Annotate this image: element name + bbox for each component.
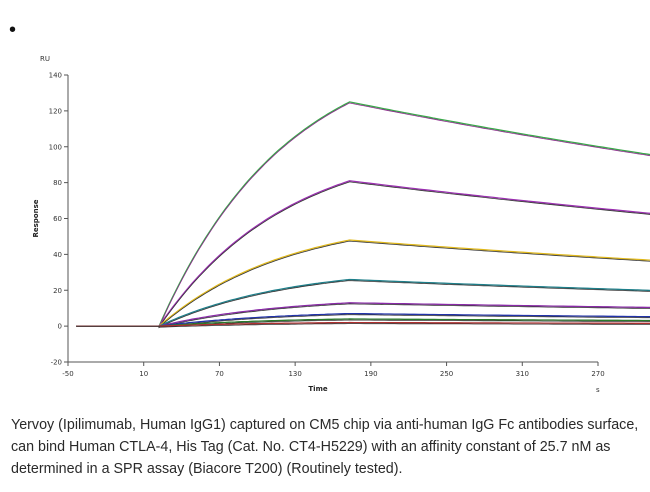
y-tick-label: 80	[53, 179, 62, 187]
fit-curve	[76, 240, 650, 329]
y-tick-label: 120	[49, 107, 62, 115]
sensorgram-curve	[76, 302, 650, 327]
fit-curve	[76, 181, 650, 329]
y-tick-label: -20	[51, 359, 62, 367]
y-tick-label: 140	[49, 72, 62, 80]
axes: -20 0 20 40 60 80 100 120 140 -50 10 70 130 190 250 310…	[49, 72, 605, 379]
y-axis-title: Response	[32, 199, 40, 237]
y-tick-label: 40	[53, 251, 62, 259]
sensorgram-curve	[76, 312, 650, 327]
y-tick-label: 100	[49, 143, 62, 151]
x-tick-label: 10	[139, 370, 148, 378]
x-axis-title: Time	[308, 385, 327, 393]
sensorgram-curve	[76, 318, 650, 327]
y-tick-label: 20	[53, 287, 62, 295]
fit-curve	[76, 280, 650, 328]
fit-curve	[76, 319, 650, 328]
figure-caption: Yervoy (Ipilimumab, Human IgG1) captured…	[11, 417, 639, 477]
x-tick-label: 310	[516, 370, 529, 378]
y-tick-label: 0	[58, 323, 62, 331]
sensorgram-curve	[76, 101, 650, 327]
sensorgram-curves	[76, 101, 650, 329]
fit-curve	[76, 303, 650, 328]
x-tick-label: 190	[364, 370, 377, 378]
fit-curve	[76, 102, 650, 328]
x-unit-label: s	[596, 386, 600, 394]
x-tick-label: -50	[62, 370, 73, 378]
sensorgram-curve	[76, 180, 650, 327]
fit-curve	[76, 314, 650, 328]
spr-sensorgram-chart: -20 0 20 40 60 80 100 120 140 -50 10 70 130 190 250 310…	[32, 55, 650, 394]
y-tick-label: 60	[53, 215, 62, 223]
fit-curve	[76, 323, 650, 328]
x-tick-label: 250	[440, 370, 453, 378]
y-unit-label: RU	[40, 55, 50, 63]
x-tick-label: 270	[591, 370, 604, 378]
x-tick-label: 130	[288, 370, 301, 378]
sensorgram-curve	[76, 239, 650, 327]
bullet-mark: •	[9, 19, 17, 41]
x-tick-label: 70	[215, 370, 224, 378]
sensorgram-curve	[76, 321, 650, 327]
sensorgram-curve	[76, 278, 650, 327]
